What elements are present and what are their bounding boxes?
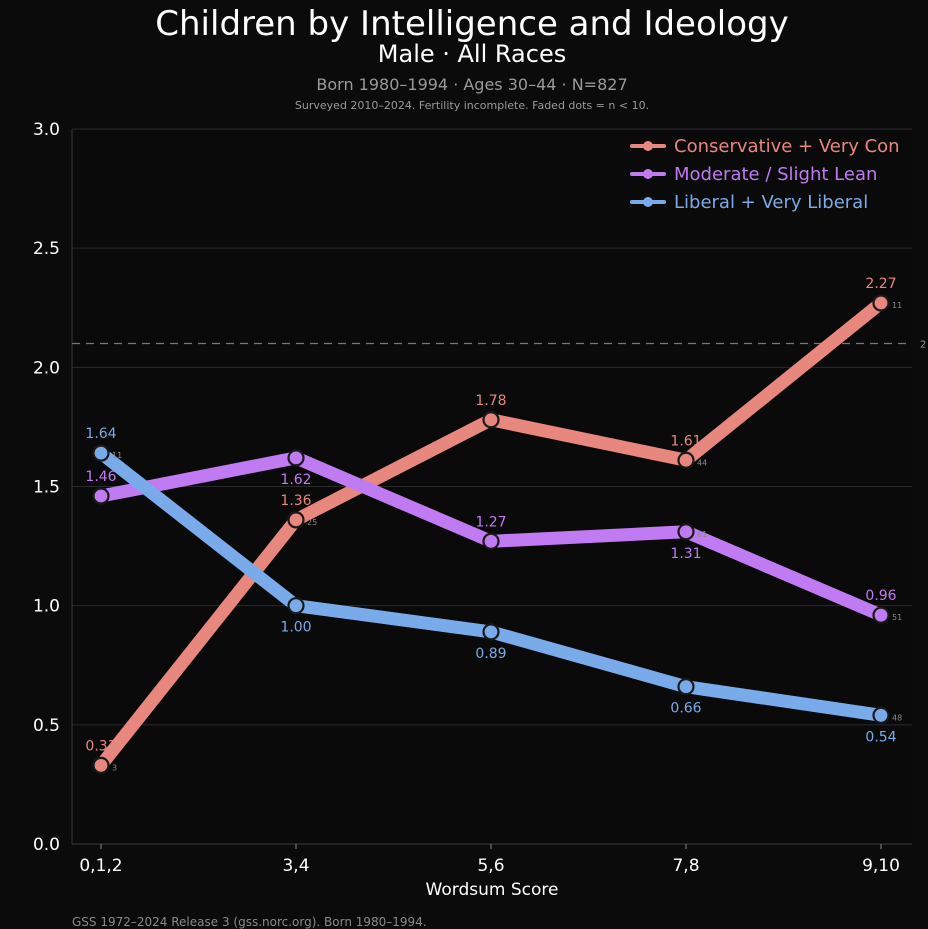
sample-size-label: 11 [892, 301, 902, 310]
legend-label: Moderate / Slight Lean [674, 163, 878, 185]
sample-size-label: 48 [892, 713, 902, 722]
data-point [677, 523, 695, 541]
legend-label: Conservative + Very Con [674, 135, 900, 157]
data-label: 2.27 [865, 276, 896, 292]
x-tick-label: 5,6 [477, 856, 504, 876]
sample-size-label: 11 [112, 451, 122, 460]
source-note: GSS 1972–2024 Release 3 (gss.norc.org). … [72, 915, 427, 929]
legend-item: Conservative + Very Con [630, 132, 900, 160]
data-label: 0.66 [670, 701, 701, 717]
data-point [872, 294, 890, 312]
y-tick-label: 0.5 [33, 716, 60, 736]
data-label: 1.61 [670, 433, 701, 449]
chart-title: Children by Intelligence and Ideology [155, 4, 789, 44]
y-tick-label: 1.5 [33, 478, 60, 498]
data-point [872, 706, 890, 724]
data-point [482, 532, 500, 550]
data-label: 1.36 [280, 493, 311, 509]
data-point [287, 511, 305, 529]
legend-item: Moderate / Slight Lean [630, 160, 900, 188]
y-tick-label: 2.5 [33, 239, 60, 259]
data-label: 1.31 [670, 546, 701, 562]
data-point [287, 597, 305, 615]
data-label: 1.62 [280, 472, 311, 488]
sample-size-label: 61 [697, 530, 707, 539]
data-point [872, 606, 890, 624]
legend-label: Liberal + Very Liberal [674, 191, 869, 213]
data-label: 1.78 [475, 393, 506, 409]
legend-item: Liberal + Very Liberal [630, 188, 900, 216]
data-label: 0.96 [865, 588, 896, 604]
data-label: 1.00 [280, 620, 311, 636]
x-tick-label: 0,1,2 [79, 856, 122, 876]
sample-size-label: 3 [112, 763, 117, 772]
y-tick-label: 3.0 [33, 120, 60, 140]
data-label: 1.64 [85, 426, 116, 442]
replacement-line-label: 2 [920, 340, 926, 351]
data-point [92, 444, 110, 462]
x-axis-label: Wordsum Score [426, 880, 559, 900]
legend-swatch [630, 141, 666, 151]
chart-subtitle: Male · All Races [377, 40, 567, 68]
data-label: 1.46 [85, 469, 116, 485]
y-tick-label: 1.0 [33, 597, 60, 617]
x-tick-label: 3,4 [282, 856, 309, 876]
sample-size-label: 44 [697, 458, 707, 467]
legend-swatch [630, 169, 666, 179]
sample-size-label: 51 [892, 613, 902, 622]
chart-note: Surveyed 2010–2024. Fertility incomplete… [294, 99, 650, 112]
y-tick-label: 0.0 [33, 835, 60, 855]
chart-legend: Conservative + Very Con Moderate / Slight… [630, 132, 900, 216]
data-point [482, 411, 500, 429]
legend-swatch [630, 197, 666, 207]
x-tick-label: 7,8 [672, 856, 699, 876]
data-point [287, 449, 305, 467]
data-point [482, 623, 500, 641]
data-label: 0.89 [475, 646, 506, 662]
chart-info: Born 1980–1994 · Ages 30–44 · N=827 [316, 75, 628, 94]
data-label: 1.27 [475, 514, 506, 530]
data-point [92, 487, 110, 505]
data-label: 0.33 [85, 738, 116, 754]
sample-size-label: 25 [307, 518, 317, 527]
data-point [677, 678, 695, 696]
y-tick-label: 2.0 [33, 358, 60, 378]
data-label: 0.54 [865, 729, 896, 745]
data-point [677, 451, 695, 469]
x-tick-label: 9,10 [862, 856, 900, 876]
data-point [92, 756, 110, 774]
